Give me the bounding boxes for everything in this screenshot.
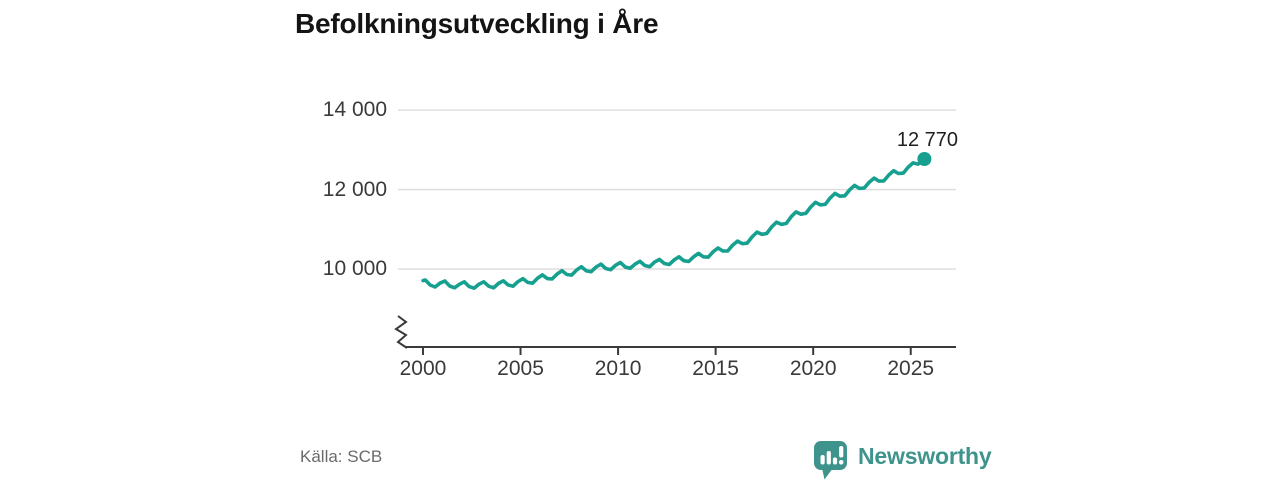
x-axis-tick-label: 2010 <box>594 357 642 380</box>
population-line <box>421 157 927 291</box>
y-axis-tick-label: 12 000 <box>322 177 387 201</box>
newsworthy-logo: Newsworthy <box>812 440 992 480</box>
latest-point-marker <box>917 152 932 166</box>
y-axis-tick-label: 10 000 <box>322 257 387 281</box>
x-axis-tick-label: 2025 <box>887 357 935 380</box>
latest-value-label: 12 770 <box>896 129 958 151</box>
x-axis-tick-label: 2015 <box>692 357 739 380</box>
x-axis-tick-label: 2020 <box>789 357 837 380</box>
newsworthy-bar-chart-bubble-icon <box>814 441 847 480</box>
chart-title: Befolkningsutveckling i Åre <box>295 8 659 39</box>
axis-break-icon <box>394 315 408 349</box>
source-label: Källa: SCB <box>300 447 383 466</box>
x-axis-tick-label: 2000 <box>399 357 447 380</box>
x-axis-tick-label: 2005 <box>497 357 544 380</box>
y-axis-tick-label: 14 000 <box>322 98 387 122</box>
newsworthy-wordmark: Newsworthy <box>858 443 992 469</box>
